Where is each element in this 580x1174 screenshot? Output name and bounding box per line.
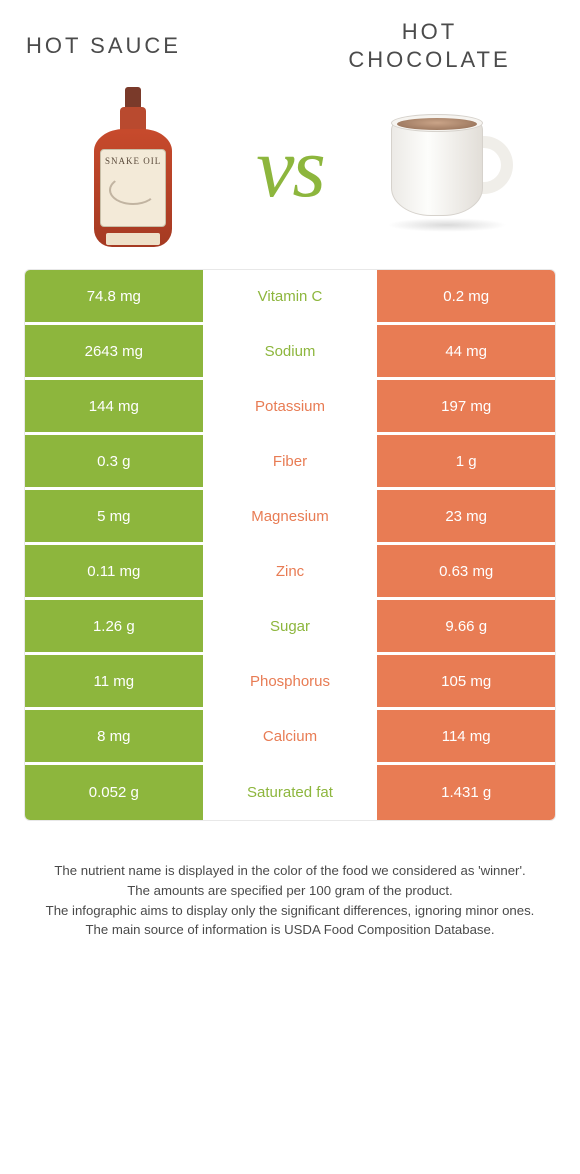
right-value-cell: 1 g <box>374 435 555 487</box>
left-value-cell: 8 mg <box>25 710 206 762</box>
nutrient-table: 74.8 mgVitamin C0.2 mg2643 mgSodium44 mg… <box>24 269 556 821</box>
right-value-cell: 44 mg <box>374 325 555 377</box>
nutrient-label-cell: Saturated fat <box>206 765 375 820</box>
right-value-cell: 1.431 g <box>374 765 555 820</box>
nutrient-label-cell: Sodium <box>206 325 375 377</box>
vs-label: vs <box>250 124 330 210</box>
table-row: 5 mgMagnesium23 mg <box>25 490 555 545</box>
table-row: 0.3 gFiber1 g <box>25 435 555 490</box>
title-right-line2: CHOCOLATE <box>348 47 510 72</box>
nutrient-label-cell: Sugar <box>206 600 375 652</box>
left-value-cell: 0.3 g <box>25 435 206 487</box>
hot-chocolate-mug-icon <box>377 102 517 232</box>
nutrient-label-cell: Vitamin C <box>206 270 375 322</box>
table-row: 0.11 mgZinc0.63 mg <box>25 545 555 600</box>
footnote-line: The main source of information is USDA F… <box>34 920 546 940</box>
header: HOT SAUCE HOT CHOCOLATE <box>16 18 564 73</box>
left-value-cell: 11 mg <box>25 655 206 707</box>
footnote-line: The infographic aims to display only the… <box>34 901 546 921</box>
nutrient-label-cell: Calcium <box>206 710 375 762</box>
left-value-cell: 74.8 mg <box>25 270 206 322</box>
footnotes: The nutrient name is displayed in the co… <box>16 861 564 940</box>
right-value-cell: 105 mg <box>374 655 555 707</box>
left-value-cell: 5 mg <box>25 490 206 542</box>
right-value-cell: 0.2 mg <box>374 270 555 322</box>
hot-sauce-bottle-icon: SNAKE OIL <box>87 87 179 247</box>
title-right: HOT CHOCOLATE <box>295 18 564 73</box>
right-value-cell: 197 mg <box>374 380 555 432</box>
table-row: 74.8 mgVitamin C0.2 mg <box>25 270 555 325</box>
right-food-image <box>330 102 564 232</box>
right-value-cell: 9.66 g <box>374 600 555 652</box>
right-value-cell: 114 mg <box>374 710 555 762</box>
table-row: 1.26 gSugar9.66 g <box>25 600 555 655</box>
table-row: 144 mgPotassium197 mg <box>25 380 555 435</box>
images-row: SNAKE OIL vs <box>16 87 564 247</box>
title-right-line1: HOT <box>402 19 457 44</box>
left-value-cell: 0.11 mg <box>25 545 206 597</box>
bottle-label-text: SNAKE OIL <box>105 156 161 166</box>
nutrient-label-cell: Zinc <box>206 545 375 597</box>
nutrient-label-cell: Phosphorus <box>206 655 375 707</box>
table-row: 0.052 gSaturated fat1.431 g <box>25 765 555 820</box>
nutrient-label-cell: Magnesium <box>206 490 375 542</box>
left-value-cell: 0.052 g <box>25 765 206 820</box>
table-row: 11 mgPhosphorus105 mg <box>25 655 555 710</box>
right-value-cell: 23 mg <box>374 490 555 542</box>
left-food-image: SNAKE OIL <box>16 87 250 247</box>
title-left: HOT SAUCE <box>16 18 295 60</box>
table-row: 2643 mgSodium44 mg <box>25 325 555 380</box>
left-value-cell: 1.26 g <box>25 600 206 652</box>
footnote-line: The amounts are specified per 100 gram o… <box>34 881 546 901</box>
right-value-cell: 0.63 mg <box>374 545 555 597</box>
left-value-cell: 144 mg <box>25 380 206 432</box>
table-row: 8 mgCalcium114 mg <box>25 710 555 765</box>
nutrient-label-cell: Potassium <box>206 380 375 432</box>
footnote-line: The nutrient name is displayed in the co… <box>34 861 546 881</box>
nutrient-label-cell: Fiber <box>206 435 375 487</box>
left-value-cell: 2643 mg <box>25 325 206 377</box>
